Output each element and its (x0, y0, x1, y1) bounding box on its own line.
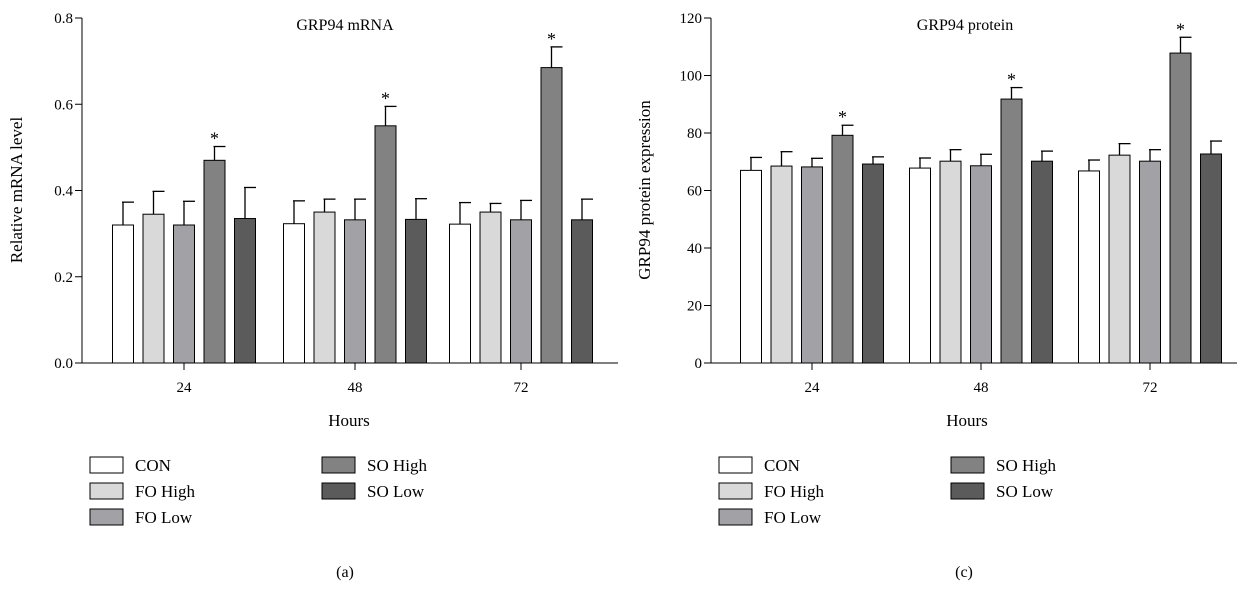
y-tick-label: 0.4 (54, 184, 73, 200)
chart-title: GRP94 protein (917, 17, 1013, 34)
y-tick-label: 120 (680, 11, 703, 27)
chart-panel-c: GRP94 protein GRP94 protein expression H… (635, 11, 1237, 581)
legend-label: FO Low (764, 508, 822, 527)
x-tick-label: 48 (348, 380, 363, 396)
bar (344, 219, 366, 364)
legend-swatch (950, 456, 985, 474)
bar (112, 224, 134, 364)
bar (173, 224, 195, 364)
legend-swatch (89, 456, 124, 474)
significance-star: * (1176, 19, 1185, 39)
legend-label: SO High (367, 456, 427, 475)
y-tick-label: 0 (695, 356, 703, 372)
legend-swatch (718, 482, 753, 500)
x-tick-label: 72 (1143, 380, 1158, 396)
bar (234, 218, 256, 364)
bar (1139, 160, 1161, 364)
y-tick-label: 80 (687, 126, 702, 142)
significance-star: * (547, 29, 556, 49)
legend-swatch (89, 482, 124, 500)
bar (831, 134, 854, 364)
significance-star: * (1007, 70, 1016, 90)
bar (142, 213, 165, 364)
bar (1078, 170, 1100, 364)
bar (1200, 153, 1222, 364)
panel-label: (a) (336, 564, 354, 581)
legend-label: SO High (996, 456, 1056, 475)
legend-label: FO Low (135, 508, 193, 527)
x-axis-label: Hours (328, 411, 370, 430)
x-tick-label: 48 (974, 380, 989, 396)
bar (479, 211, 502, 364)
legend-label: SO Low (367, 482, 425, 501)
y-axis-label: GRP94 protein expression (635, 100, 654, 280)
bar (770, 165, 793, 364)
bar (740, 169, 762, 364)
legend-label: CON (135, 456, 171, 475)
x-axis-label: Hours (946, 411, 988, 430)
bar (1000, 98, 1023, 364)
legend-label: CON (764, 456, 800, 475)
x-tick-label: 72 (514, 380, 529, 396)
y-tick-label: 100 (680, 69, 703, 85)
legend-label: FO High (764, 482, 824, 501)
y-axis-label: Relative mRNA level (7, 117, 26, 264)
bar (405, 218, 427, 364)
y-tick-label: 0.0 (54, 356, 73, 372)
bar (1169, 52, 1192, 364)
bar (510, 219, 532, 364)
bar (939, 160, 962, 364)
bar (909, 167, 931, 364)
bar (374, 125, 397, 364)
panel-label: (c) (955, 564, 973, 581)
significance-star: * (838, 107, 847, 127)
y-tick-label: 40 (687, 241, 702, 257)
chart-panel-a: GRP94 mRNA Relative mRNA level Hours (a)… (7, 11, 618, 581)
chart-title: GRP94 mRNA (296, 17, 394, 34)
legend-swatch (718, 508, 753, 526)
x-tick-label: 24 (805, 380, 821, 396)
bar (283, 223, 305, 364)
x-tick-label: 24 (177, 380, 193, 396)
bar (1031, 160, 1053, 364)
y-tick-label: 60 (687, 184, 702, 200)
y-tick-label: 0.2 (54, 270, 73, 286)
legend-swatch (321, 456, 356, 474)
bar (449, 223, 471, 364)
legend-swatch (321, 482, 356, 500)
significance-star: * (381, 88, 390, 108)
y-tick-label: 0.8 (54, 11, 73, 27)
bar (1108, 154, 1131, 364)
y-tick-label: 20 (687, 299, 702, 315)
significance-star: * (210, 129, 219, 149)
bar (970, 165, 992, 364)
bar (862, 163, 884, 364)
bar (540, 67, 563, 364)
bar (801, 166, 823, 364)
y-tick-label: 0.6 (54, 97, 73, 113)
legend-label: FO High (135, 482, 195, 501)
legend-swatch (950, 482, 985, 500)
bar (203, 159, 226, 364)
legend-swatch (718, 456, 753, 474)
bar (313, 211, 336, 364)
legend-label: SO Low (996, 482, 1054, 501)
legend-swatch (89, 508, 124, 526)
bar (571, 219, 593, 364)
